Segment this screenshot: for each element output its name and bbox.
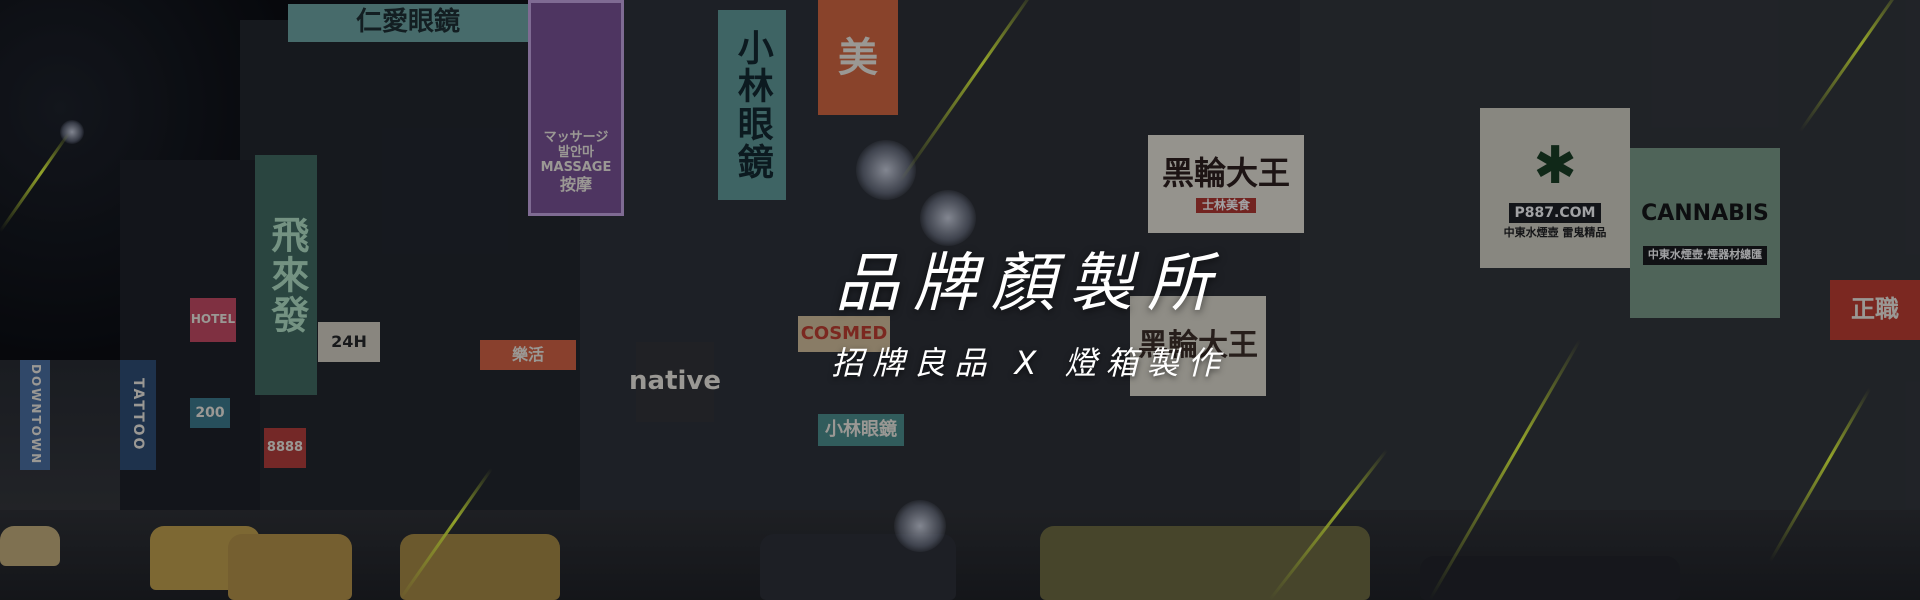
cannabis-label: CANNABIS [1641,201,1769,227]
p887-sub: 中東水煙壺 雷鬼精品 [1503,225,1607,239]
sign-native: native [629,342,721,422]
massage-jp: マッサージ [543,130,609,146]
building-far-left [120,160,260,540]
sign-24h: 24H [318,322,380,362]
building-center [880,0,1300,540]
sign-xiaolin-bottom: 小林眼鏡 [818,414,904,446]
car-left [0,526,60,566]
massage-en: MASSAGE [540,160,612,176]
massage-kr: 발안마 [558,145,594,161]
hero-text: 品牌顏製所 招牌良品 X 燈箱製作 [760,232,1300,384]
sign-8888: 8888 [264,428,306,468]
sign-tattoo: TATTOO [120,360,156,470]
hero-title: 品牌顏製所 [835,247,1225,321]
sign-xiaolin: 小林眼鏡 [718,10,786,200]
taxi-3 [400,534,560,600]
sign-rensheng: 仁愛眼鏡 [288,4,528,42]
sign-200: 200 [190,398,230,428]
taxi-2 [228,534,352,600]
building-right [1300,0,1920,540]
bokeh-light [894,500,946,552]
sign-yuanbo: 樂活 [480,340,576,370]
sign-p887: ✱ P887.COM 中東水煙壺 雷鬼精品 [1480,108,1630,268]
heilun-sub: 士林美食 [1195,197,1256,214]
hero-subtitle: 招牌良品 X 燈箱製作 [831,344,1229,382]
sign-hotel: HOTEL [190,298,236,342]
sign-cannabis: CANNABIS 中東水煙壺·煙器材總匯 [1630,148,1780,318]
sign-cosmed: COSMED [798,316,890,352]
sign-feilai: 飛來發 [255,155,317,395]
sign-heilun-2: 黑輪大王 [1130,296,1266,396]
massage-cn: 按摩 [559,175,592,195]
leaf-icon: ✱ [1533,135,1577,196]
cannabis-sub: 中東水煙壺·煙器材總匯 [1642,246,1768,265]
bokeh-light [920,190,976,246]
p887-url: P887.COM [1508,202,1602,223]
sign-zhengzhi: 正職 [1830,280,1920,340]
sign-heilun: 黑輪大王 士林美食 [1148,135,1304,233]
car-right [1420,556,1680,600]
heilun-main: 黑輪大王 [1161,153,1290,192]
sign-downtown: DOWNTOWN [20,360,50,470]
sign-mei: 美 [818,0,898,115]
sign-massage: マッサージ 발안마 MASSAGE 按摩 [528,0,624,216]
